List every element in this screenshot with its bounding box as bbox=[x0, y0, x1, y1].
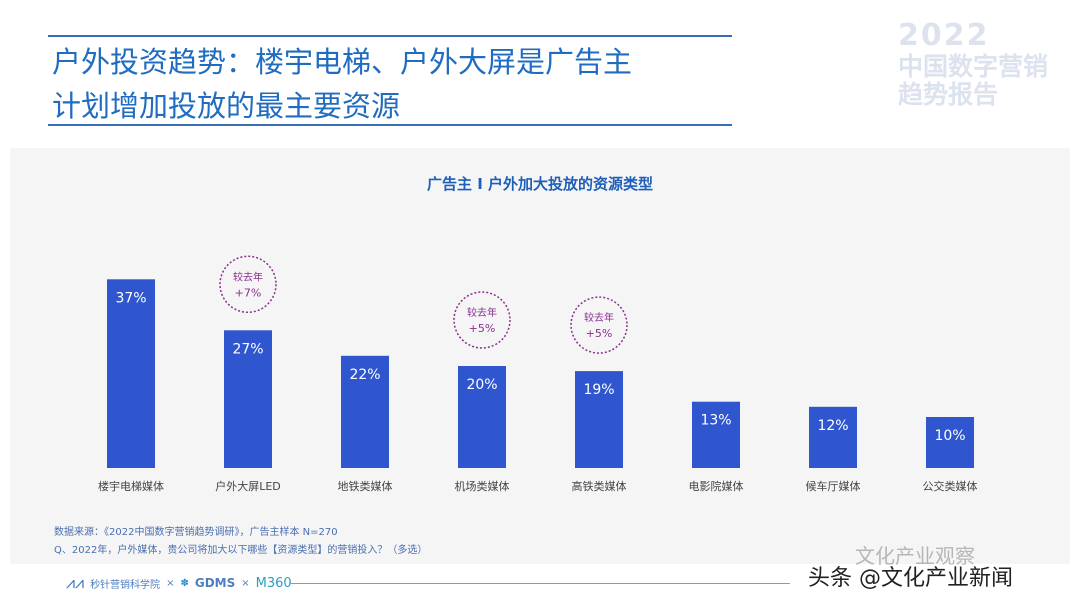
category-label: 楼宇电梯媒体 bbox=[98, 479, 164, 493]
footer-logos: ⩘⩘ 秒针营销科学院 × ✽ GDMS × M360 bbox=[66, 573, 292, 593]
miaozhen-logo-icon: ⩘⩘ bbox=[66, 573, 85, 592]
data-label: 37% bbox=[115, 290, 146, 306]
annotation-circle bbox=[453, 291, 511, 349]
title-bottom-rule bbox=[48, 124, 732, 126]
category-label: 公交类媒体 bbox=[923, 479, 978, 493]
data-label: 13% bbox=[700, 413, 731, 429]
faded-watermark: 文化产业观察 bbox=[855, 544, 975, 568]
org3: M360 bbox=[255, 575, 292, 591]
bar bbox=[692, 401, 740, 468]
bar bbox=[575, 371, 623, 468]
question-note: Q、2022年，户外媒体，贵公司将加大以下哪些【资源类型】的营销投入？（多选） bbox=[54, 545, 428, 556]
org1: 秒针营销科学院 bbox=[90, 579, 161, 591]
category-label: 电影院媒体 bbox=[689, 479, 744, 493]
annotation-value: +7% bbox=[235, 286, 262, 299]
data-label: 27% bbox=[232, 341, 263, 357]
footer-rule bbox=[290, 583, 790, 584]
chart-panel bbox=[10, 148, 1070, 564]
org2: GDMS bbox=[194, 576, 236, 590]
annotation-circle bbox=[570, 296, 628, 354]
annotation-label: 较去年 bbox=[584, 311, 614, 324]
category-label: 地铁类媒体 bbox=[338, 479, 393, 493]
bar bbox=[107, 279, 155, 468]
category-label: 机场类媒体 bbox=[455, 479, 510, 493]
category-label: 候车厅媒体 bbox=[806, 479, 861, 493]
source-note: 数据来源：《2022中国数字营销趋势调研》，广告主样本 N=270 bbox=[54, 527, 338, 538]
page-title: 户外投资趋势：楼宇电梯、户外大屏是广告主 计划增加投放的最主要资源 bbox=[52, 45, 633, 123]
data-label: 12% bbox=[817, 418, 848, 434]
data-label: 22% bbox=[349, 367, 380, 383]
sep: × bbox=[166, 577, 175, 589]
data-label: 20% bbox=[466, 377, 497, 393]
data-label: 19% bbox=[583, 382, 614, 398]
annotation-value: +5% bbox=[469, 322, 496, 335]
category-label: 高铁类媒体 bbox=[572, 479, 627, 493]
gdms-logo-icon: ✽ bbox=[180, 577, 189, 589]
title-top-rule bbox=[48, 35, 732, 37]
chart-title: 广告主 I 户外加大投放的资源类型 bbox=[426, 175, 654, 193]
annotation-label: 较去年 bbox=[467, 306, 497, 319]
bar bbox=[926, 417, 974, 468]
bar bbox=[809, 406, 857, 468]
bar bbox=[224, 330, 272, 468]
annotation-label: 较去年 bbox=[233, 270, 263, 283]
sep: × bbox=[241, 577, 250, 589]
annotation-value: +5% bbox=[586, 327, 613, 340]
bar bbox=[458, 366, 506, 468]
toutiao-watermark: 头条 @文化产业新闻 bbox=[808, 566, 1013, 591]
report-logo: 2022 中国数字营销 趋势报告 bbox=[898, 18, 1049, 109]
category-label: 户外大屏LED bbox=[215, 479, 281, 493]
bar bbox=[341, 355, 389, 468]
annotation-circle bbox=[219, 255, 277, 314]
data-label: 10% bbox=[934, 428, 965, 444]
